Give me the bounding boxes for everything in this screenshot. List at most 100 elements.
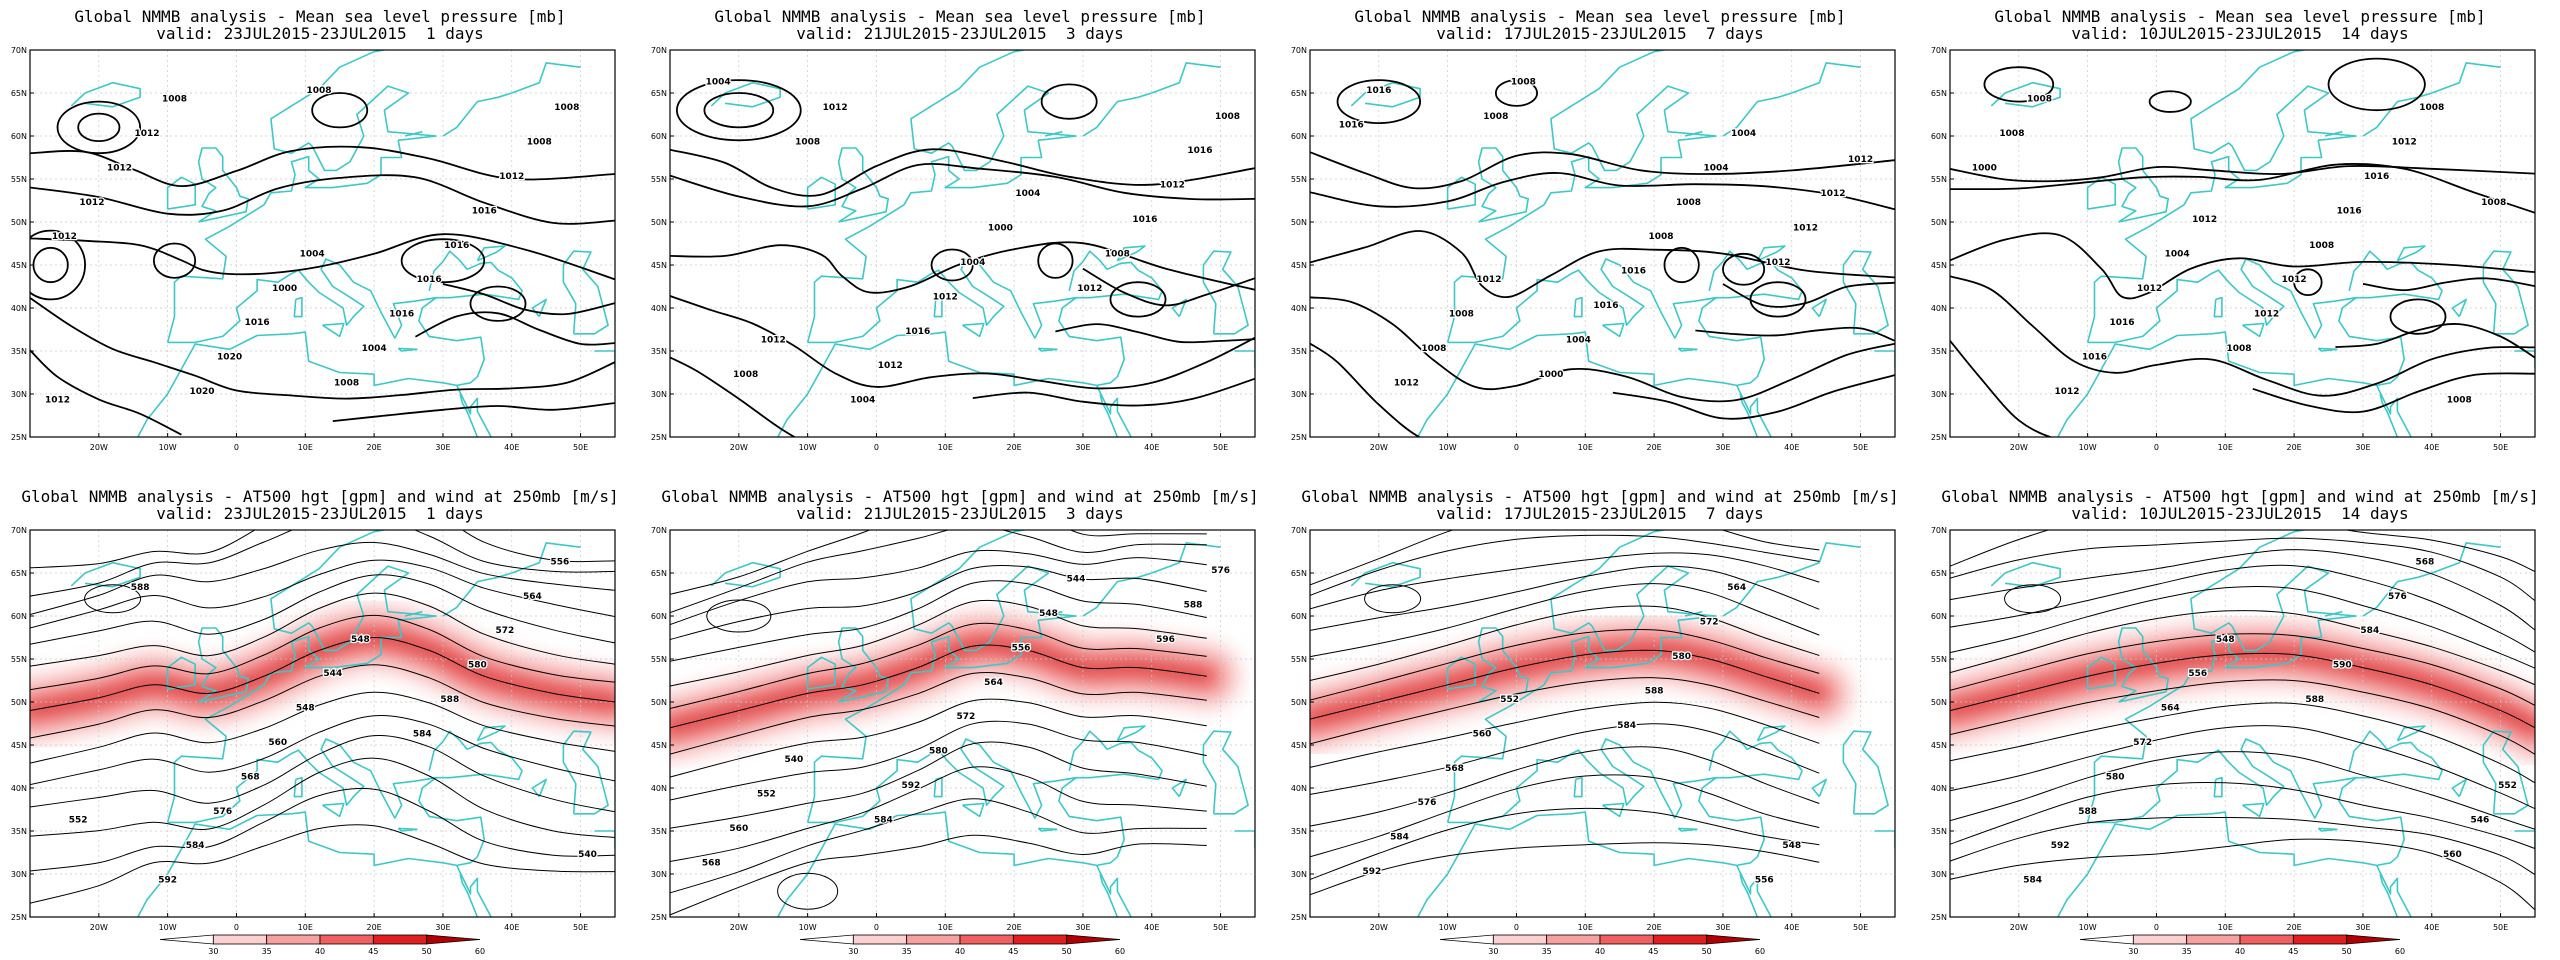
lon-tick-label: 20W	[90, 923, 108, 932]
isoline-label: 1012	[823, 103, 848, 113]
isoline-label: 1008	[1421, 344, 1446, 354]
coastline	[2056, 258, 2405, 437]
isobar-cell	[30, 229, 86, 301]
coastline	[1677, 827, 1698, 832]
height-contour	[1950, 679, 2535, 755]
lat-tick-label: 45N	[1931, 741, 1947, 750]
height-contour	[1950, 838, 2535, 911]
lon-tick-label: 30E	[2355, 923, 2370, 932]
lon-tick-label: 0	[2154, 443, 2159, 452]
coastline	[594, 830, 615, 849]
isoline-label: 580	[1672, 652, 1691, 662]
coastline	[1811, 778, 1827, 798]
coastline	[1065, 730, 1163, 781]
isoline-label: 552	[757, 790, 776, 800]
height-contour	[1310, 649, 1820, 720]
isoline-label: 560	[729, 824, 748, 834]
isoline-label: 1016	[2364, 172, 2389, 182]
height-contour	[30, 541, 615, 616]
lat-tick-label: 50N	[11, 698, 27, 707]
isolines	[670, 530, 1207, 916]
z500-map-14d: 552 548 546 556 560 564 568 572 576 580 584 588 590 5…	[1931, 526, 2536, 956]
coastline	[1350, 561, 1421, 588]
coastline	[2482, 250, 2529, 335]
lon-tick-label: 0	[1514, 443, 1519, 452]
isoline-label: 552	[1500, 695, 1519, 705]
lat-tick-label: 25N	[1931, 913, 1947, 922]
lon-tick-label: 20E	[1647, 923, 1662, 932]
isolines	[1310, 530, 1820, 896]
coastline	[1044, 610, 1063, 617]
isoline-label: 556	[1755, 876, 1774, 886]
isoline-label: 1012	[2392, 138, 2417, 148]
lon-tick-label: 50E	[1213, 443, 1228, 452]
isobar-cell	[311, 92, 369, 129]
colorbar-tick-label: 35	[2182, 947, 2192, 956]
isoline-label: 560	[1473, 729, 1492, 739]
lon-tick-label: 10E	[298, 443, 313, 452]
lat-tick-label: 25N	[1931, 433, 1947, 442]
coastline	[293, 776, 303, 798]
coastlines	[1990, 50, 2535, 437]
colorbar-swatch	[159, 934, 214, 945]
coastline	[1234, 350, 1255, 369]
isoline-label: 1008	[162, 95, 187, 105]
plot-area: 1012 1004 1008 1004 1008 1008 1012 1008 1016 1016…	[1310, 50, 1895, 437]
lat-tick-label: 60N	[11, 612, 27, 621]
lat-tick-label: 50N	[1931, 698, 1947, 707]
height-contour	[1310, 552, 1820, 610]
coastline	[594, 350, 615, 369]
isoline-labels: 1012 1004 1008 1000 1004 1004 1008 1012 1016 1016…	[704, 76, 1241, 407]
height-contour	[1310, 701, 1820, 768]
lat-tick-label: 55N	[651, 175, 667, 184]
isoline-label: 1008	[307, 86, 332, 96]
coastline	[455, 865, 492, 917]
isobar-cell	[469, 285, 527, 322]
lon-tick-label: 10W	[799, 443, 817, 452]
colorbar: 30 35 40 45 50 60	[2079, 934, 2405, 956]
lon-tick-label: 0	[874, 923, 879, 932]
panel-valid: valid: 23JUL2015-23JUL2015 1 days	[156, 504, 484, 523]
isoline-label: 584	[2023, 876, 2042, 886]
mslp-map-1d: 1012 1004 1008 1000 1008 1016 1012 1020 1016 1020…	[11, 46, 616, 452]
height-cell	[84, 584, 142, 614]
coastline	[397, 347, 418, 352]
colorbar-tick-label: 30	[1488, 947, 1498, 956]
coastline	[1677, 347, 1698, 352]
isobar-cell	[2327, 57, 2426, 112]
height-contour	[670, 599, 1207, 687]
height-contour	[1950, 781, 2535, 850]
coastline	[531, 778, 547, 798]
plot-frame	[29, 49, 616, 438]
isoline-label: 592	[901, 781, 920, 791]
coastline	[1416, 738, 1765, 917]
lat-tick-label: 70N	[1931, 46, 1947, 55]
lon-tick-label: 0	[1514, 923, 1519, 932]
lon-tick-label: 20W	[730, 923, 748, 932]
plot-area: 548 552 556 560 564 568 572 576 580 584 588 592 584	[1310, 530, 1895, 917]
isobar	[332, 402, 615, 422]
lon-tick-label: 20E	[1647, 443, 1662, 452]
isoline-label: 1008	[1105, 249, 1130, 259]
lat-tick-label: 25N	[11, 913, 27, 922]
isoline-label: 564	[1727, 583, 1746, 593]
isoline-label: 1008	[1676, 198, 1701, 208]
plot-area: 548 552 544 540 548 556 560 564 568 572 576 580 584 5…	[30, 530, 615, 917]
isoline-label: 584	[1617, 721, 1636, 731]
isoline-label: 1020	[217, 353, 242, 363]
isobar	[670, 148, 1255, 197]
lat-tick-label: 55N	[1291, 655, 1307, 664]
isoline-label: 1016	[1593, 301, 1618, 311]
isobar-cell	[1109, 281, 1167, 318]
colorbar-tick-label: 30	[2128, 947, 2138, 956]
isobar-cell	[930, 248, 974, 282]
lat-tick-label: 40N	[1291, 784, 1307, 793]
isoline-label: 544	[1067, 575, 1086, 585]
isobar	[2252, 372, 2535, 414]
lon-tick-label: 40E	[2424, 443, 2439, 452]
isobar-cell	[152, 242, 197, 279]
isoline-label: 568	[702, 858, 721, 868]
isoline-label: 1000	[988, 224, 1013, 234]
panel-title: Global NMMB analysis - Mean sea level pr…	[714, 7, 1206, 26]
axes: 70N 65N 60N 55N 50N 45N 40N 35N 30N 25N 20W 10W 0 10E…	[651, 46, 1228, 452]
